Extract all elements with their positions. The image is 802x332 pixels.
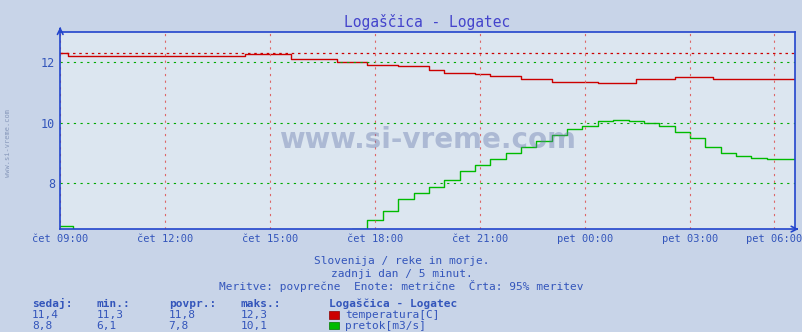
Text: maks.:: maks.: xyxy=(241,299,281,309)
Text: 6,1: 6,1 xyxy=(96,321,116,331)
Text: 10,1: 10,1 xyxy=(241,321,268,331)
Text: 12,3: 12,3 xyxy=(241,310,268,320)
Text: 7,8: 7,8 xyxy=(168,321,188,331)
Text: 11,3: 11,3 xyxy=(96,310,124,320)
Text: Logaščica - Logatec: Logaščica - Logatec xyxy=(329,298,457,309)
Text: 8,8: 8,8 xyxy=(32,321,52,331)
Text: www.si-vreme.com: www.si-vreme.com xyxy=(279,126,575,154)
Text: Meritve: povprečne  Enote: metrične  Črta: 95% meritev: Meritve: povprečne Enote: metrične Črta:… xyxy=(219,281,583,292)
Text: 11,8: 11,8 xyxy=(168,310,196,320)
Text: 11,4: 11,4 xyxy=(32,310,59,320)
Text: povpr.:: povpr.: xyxy=(168,299,216,309)
Text: zadnji dan / 5 minut.: zadnji dan / 5 minut. xyxy=(330,269,472,279)
Text: temperatura[C]: temperatura[C] xyxy=(345,310,439,320)
Text: sedaj:: sedaj: xyxy=(32,298,72,309)
Text: www.si-vreme.com: www.si-vreme.com xyxy=(5,109,11,177)
Title: Logaščica - Logatec: Logaščica - Logatec xyxy=(344,14,510,30)
Text: Slovenija / reke in morje.: Slovenija / reke in morje. xyxy=(314,256,488,266)
Text: pretok[m3/s]: pretok[m3/s] xyxy=(345,321,426,331)
Text: min.:: min.: xyxy=(96,299,130,309)
